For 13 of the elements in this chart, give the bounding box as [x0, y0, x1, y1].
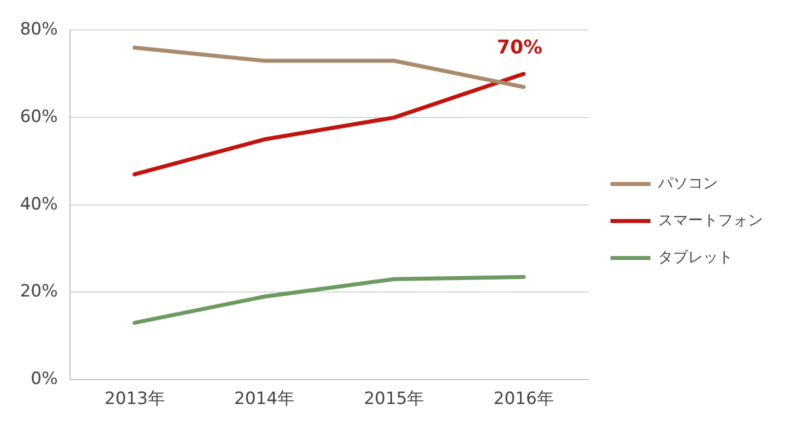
x-tick-label: 2013年 [104, 389, 165, 410]
x-tick-label: 2014年 [234, 389, 294, 410]
data-label: 70% [496, 36, 542, 58]
legend-label: パソコン [657, 174, 718, 192]
legend-label: タブレット [658, 248, 733, 266]
y-tick-label: 0% [30, 369, 58, 390]
x-tick-label: 2016年 [494, 389, 554, 410]
y-tick-label: 40% [20, 194, 58, 214]
y-tick-label: 20% [20, 282, 58, 302]
y-tick-label: 60% [20, 106, 58, 127]
legend-label: スマートフォン [658, 210, 763, 229]
x-tick-label: 2015年 [364, 389, 424, 410]
y-tick-label: 80% [20, 20, 58, 40]
